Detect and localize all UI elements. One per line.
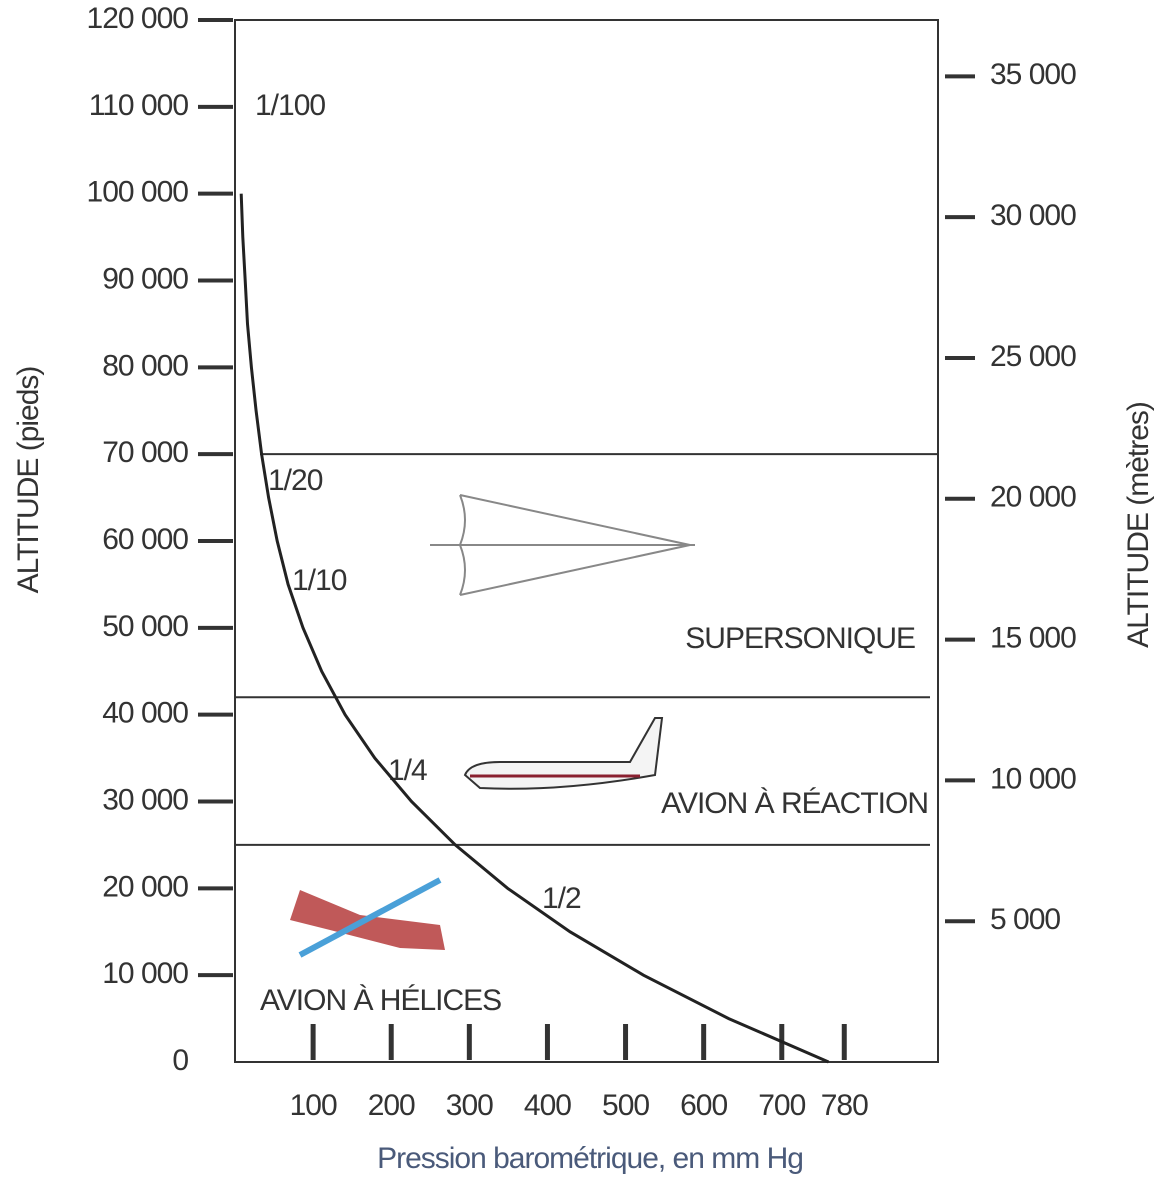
annotation: 1/20 bbox=[268, 464, 323, 497]
region-label: AVION À HÉLICES bbox=[260, 984, 501, 1017]
region-label: AVION À RÉACTION bbox=[661, 787, 928, 820]
y-tick-label: 50 000 bbox=[102, 610, 188, 643]
y-tick-label: 70 000 bbox=[102, 436, 188, 469]
region-label: SUPERSONIQUE bbox=[685, 622, 915, 655]
supersonic-plane-icon bbox=[430, 494, 695, 596]
y-tick-label: 40 000 bbox=[102, 697, 188, 730]
annotation: 1/100 bbox=[255, 89, 325, 122]
y-tick-label: 10 000 bbox=[102, 957, 188, 990]
x-tick-label: 400 bbox=[524, 1089, 571, 1122]
y-tick-label: 0 bbox=[172, 1044, 188, 1077]
x-tick-label: 300 bbox=[446, 1089, 493, 1122]
y2-axis-title: ALTITUDE (mètres) bbox=[1122, 402, 1155, 648]
x-tick-label: 100 bbox=[290, 1089, 337, 1122]
y-tick-label: 100 000 bbox=[87, 176, 189, 209]
y-tick-label: 30 000 bbox=[102, 783, 188, 816]
y-tick-label: 80 000 bbox=[102, 349, 188, 382]
x-tick-label: 780 bbox=[821, 1089, 868, 1122]
x-tick-label: 600 bbox=[680, 1089, 727, 1122]
x-tick-label: 200 bbox=[368, 1089, 415, 1122]
y-axis-title: ALTITUDE (pieds) bbox=[12, 367, 45, 594]
propeller-plane-icon bbox=[290, 877, 445, 958]
y2-tick-label: 35 000 bbox=[990, 58, 1076, 91]
annotation: 1/2 bbox=[542, 882, 581, 915]
altitude-pressure-curve bbox=[239, 193, 830, 1064]
y2-tick-label: 20 000 bbox=[990, 481, 1076, 514]
y-tick-label: 60 000 bbox=[102, 523, 188, 556]
jet-plane-icon bbox=[463, 717, 664, 790]
y-tick-label: 20 000 bbox=[102, 870, 188, 903]
x-tick-label: 500 bbox=[602, 1089, 649, 1122]
x-tick-label: 700 bbox=[758, 1089, 805, 1122]
y2-tick-label: 10 000 bbox=[990, 762, 1076, 795]
y-tick-label: 110 000 bbox=[89, 89, 189, 122]
x-axis-title: Pression barométrique, en mm Hg bbox=[377, 1142, 803, 1175]
annotation: 1/10 bbox=[292, 564, 347, 597]
plot-frame bbox=[234, 19, 939, 1063]
y-tick-label: 90 000 bbox=[102, 262, 188, 295]
y2-tick-label: 25 000 bbox=[990, 340, 1076, 373]
y2-tick-label: 5 000 bbox=[990, 903, 1060, 936]
y2-tick-label: 15 000 bbox=[990, 621, 1076, 654]
y-tick-label: 120 000 bbox=[87, 2, 189, 35]
y2-tick-label: 30 000 bbox=[990, 199, 1076, 232]
